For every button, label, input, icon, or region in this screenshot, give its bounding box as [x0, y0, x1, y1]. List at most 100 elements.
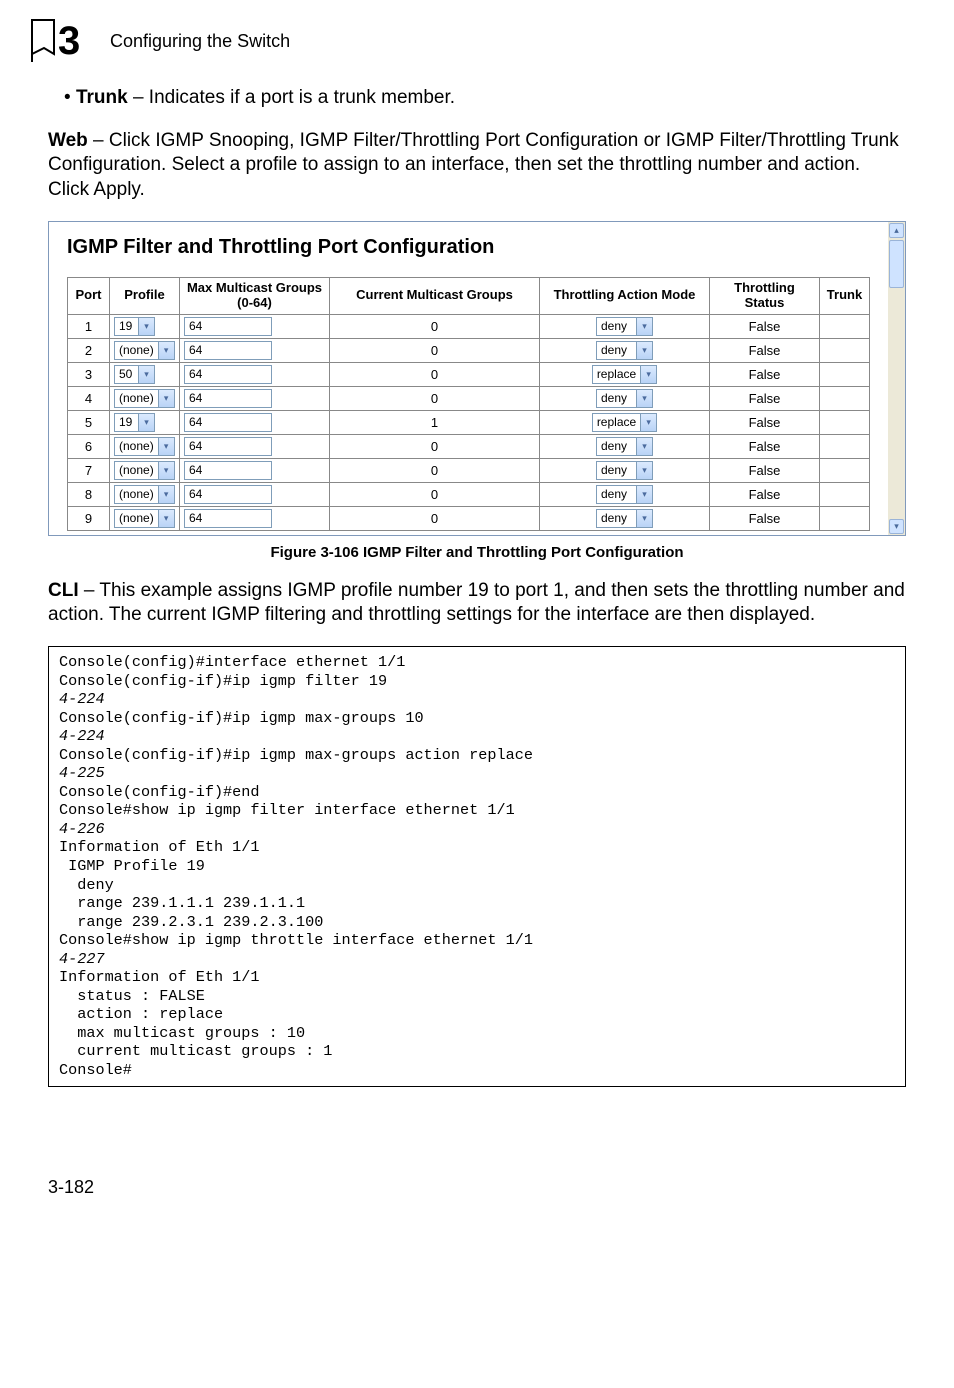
scroll-thumb[interactable] [889, 240, 904, 288]
action-select[interactable]: deny▾ [596, 461, 653, 480]
chevron-down-icon[interactable]: ▾ [158, 509, 175, 528]
profile-select[interactable]: (none)▾ [114, 389, 175, 408]
cell-action: deny▾ [540, 506, 710, 530]
cell-action: deny▾ [540, 434, 710, 458]
chevron-down-icon[interactable]: ▾ [636, 437, 653, 456]
profile-select[interactable]: (none)▾ [114, 509, 175, 528]
chevron-down-icon[interactable]: ▾ [138, 365, 155, 384]
scroll-down-icon[interactable]: ▾ [889, 519, 904, 534]
cell-port: 4 [68, 386, 110, 410]
chevron-down-icon[interactable]: ▾ [640, 413, 657, 432]
cell-trunk [820, 506, 870, 530]
profile-select[interactable]: 50▾ [114, 365, 155, 384]
action-select[interactable]: deny▾ [596, 509, 653, 528]
chevron-down-icon[interactable]: ▾ [636, 461, 653, 480]
cell-max: 64 [180, 338, 330, 362]
cell-current: 0 [330, 386, 540, 410]
cell-profile: (none)▾ [110, 434, 180, 458]
chevron-down-icon[interactable]: ▾ [138, 317, 155, 336]
bullet-trunk: • Trunk – Indicates if a port is a trunk… [64, 86, 906, 111]
scroll-up-icon[interactable]: ▴ [889, 223, 904, 238]
cli-paragraph: CLI – This example assigns IGMP profile … [48, 579, 906, 628]
profile-select[interactable]: (none)▾ [114, 485, 175, 504]
cell-current: 0 [330, 458, 540, 482]
max-groups-input[interactable]: 64 [184, 437, 272, 456]
table-row: 9(none)▾640deny▾False [68, 506, 870, 530]
cli-code-block: Console(config)#interface ethernet 1/1 C… [48, 646, 906, 1087]
action-select[interactable]: deny▾ [596, 389, 653, 408]
chevron-down-icon[interactable]: ▾ [636, 341, 653, 360]
page-header: 3 Configuring the Switch [30, 18, 906, 64]
max-groups-input[interactable]: 64 [184, 389, 272, 408]
cell-trunk [820, 386, 870, 410]
action-select[interactable]: replace▾ [592, 365, 657, 384]
figure-caption: Figure 3-106 IGMP Filter and Throttling … [48, 544, 906, 561]
max-groups-input[interactable]: 64 [184, 485, 272, 504]
action-select[interactable]: replace▾ [592, 413, 657, 432]
max-groups-input[interactable]: 64 [184, 317, 272, 336]
profile-value: 19 [114, 317, 138, 336]
action-value: deny [596, 317, 636, 336]
profile-select[interactable]: 19▾ [114, 317, 155, 336]
table-row: 7(none)▾640deny▾False [68, 458, 870, 482]
profile-select[interactable]: (none)▾ [114, 437, 175, 456]
cell-profile: (none)▾ [110, 386, 180, 410]
action-select[interactable]: deny▾ [596, 341, 653, 360]
profile-select[interactable]: (none)▾ [114, 341, 175, 360]
table-row: 519▾641replace▾False [68, 410, 870, 434]
chevron-down-icon[interactable]: ▾ [636, 389, 653, 408]
cell-trunk [820, 410, 870, 434]
table-row: 2(none)▾640deny▾False [68, 338, 870, 362]
cell-max: 64 [180, 458, 330, 482]
action-value: deny [596, 509, 636, 528]
cell-action: deny▾ [540, 458, 710, 482]
chevron-down-icon[interactable]: ▾ [158, 389, 175, 408]
profile-value: (none) [114, 437, 158, 456]
max-groups-input[interactable]: 64 [184, 413, 272, 432]
profile-value: (none) [114, 509, 158, 528]
cell-current: 0 [330, 506, 540, 530]
bullet-term: Trunk [76, 87, 128, 108]
max-groups-input[interactable]: 64 [184, 365, 272, 384]
chapter-icon: 3 [30, 18, 92, 64]
cell-port: 5 [68, 410, 110, 434]
cell-profile: (none)▾ [110, 482, 180, 506]
cell-port: 8 [68, 482, 110, 506]
max-groups-input[interactable]: 64 [184, 461, 272, 480]
cell-port: 2 [68, 338, 110, 362]
col-action: Throttling Action Mode [540, 277, 710, 314]
cell-max: 64 [180, 314, 330, 338]
chevron-down-icon[interactable]: ▾ [640, 365, 657, 384]
action-select[interactable]: deny▾ [596, 437, 653, 456]
cell-profile: (none)▾ [110, 338, 180, 362]
web-rest: – Click IGMP Snooping, IGMP Filter/Throt… [48, 130, 899, 200]
scrollbar[interactable]: ▴ ▾ [888, 222, 905, 535]
max-groups-input[interactable]: 64 [184, 509, 272, 528]
profile-select[interactable]: 19▾ [114, 413, 155, 432]
chevron-down-icon[interactable]: ▾ [138, 413, 155, 432]
profile-value: (none) [114, 389, 158, 408]
profile-select[interactable]: (none)▾ [114, 461, 175, 480]
cell-action: deny▾ [540, 314, 710, 338]
chevron-down-icon[interactable]: ▾ [158, 341, 175, 360]
chevron-down-icon[interactable]: ▾ [158, 485, 175, 504]
chevron-down-icon[interactable]: ▾ [636, 509, 653, 528]
chevron-down-icon[interactable]: ▾ [158, 461, 175, 480]
cell-port: 9 [68, 506, 110, 530]
action-select[interactable]: deny▾ [596, 317, 653, 336]
cell-status: False [710, 314, 820, 338]
cell-port: 3 [68, 362, 110, 386]
chevron-down-icon[interactable]: ▾ [636, 485, 653, 504]
bullet-desc: – Indicates if a port is a trunk member. [128, 87, 455, 108]
profile-value: (none) [114, 485, 158, 504]
col-trunk: Trunk [820, 277, 870, 314]
cell-status: False [710, 506, 820, 530]
action-select[interactable]: deny▾ [596, 485, 653, 504]
figure-panel: ▴ ▾ IGMP Filter and Throttling Port Conf… [48, 221, 906, 536]
profile-value: 50 [114, 365, 138, 384]
action-value: deny [596, 437, 636, 456]
chevron-down-icon[interactable]: ▾ [636, 317, 653, 336]
chevron-down-icon[interactable]: ▾ [158, 437, 175, 456]
max-groups-input[interactable]: 64 [184, 341, 272, 360]
cell-status: False [710, 458, 820, 482]
